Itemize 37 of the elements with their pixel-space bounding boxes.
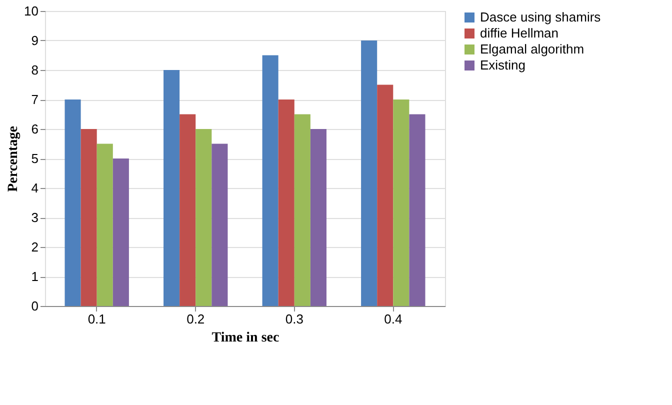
bar [361,40,378,306]
bar [294,114,310,306]
bar [262,55,278,306]
y-tick-label: 4 [31,180,38,196]
bar [310,129,326,306]
bar [96,144,113,306]
bar [164,70,180,306]
bar [64,100,81,306]
y-tick-label: 0 [31,298,38,314]
y-axis-title: Percentage [6,126,22,192]
y-tick-label: 5 [31,151,38,166]
y-tick-label: 6 [31,122,38,136]
y-tick-label: 3 [31,210,38,225]
bar [212,144,228,306]
bar [112,158,129,306]
x-tick-label: 0.2 [186,312,205,326]
x-tick-label: 0.3 [285,312,304,326]
bar [393,100,410,306]
y-tick-label: 1 [31,269,38,284]
legend-label: diffie Hellman [480,26,559,40]
bar [80,129,97,306]
y-tick-label: 10 [24,4,38,18]
y-tick-label: 2 [31,240,38,254]
x-tick-label: 0.4 [384,312,402,326]
x-tick-label: 0.1 [88,312,106,326]
x-axis-title: Time in sec [212,330,280,346]
y-tick-label: 7 [31,92,38,107]
bar [409,114,426,306]
y-tick-label: 8 [31,62,38,78]
bar [377,84,394,306]
bar [278,100,294,306]
legend-label: Existing [480,58,526,72]
y-tick-label: 9 [31,33,38,48]
legend-label: Elgamal algorithm [480,42,584,56]
legend-label: Dasce using shamirs [480,10,602,24]
bar [196,129,212,306]
bar [180,114,196,306]
